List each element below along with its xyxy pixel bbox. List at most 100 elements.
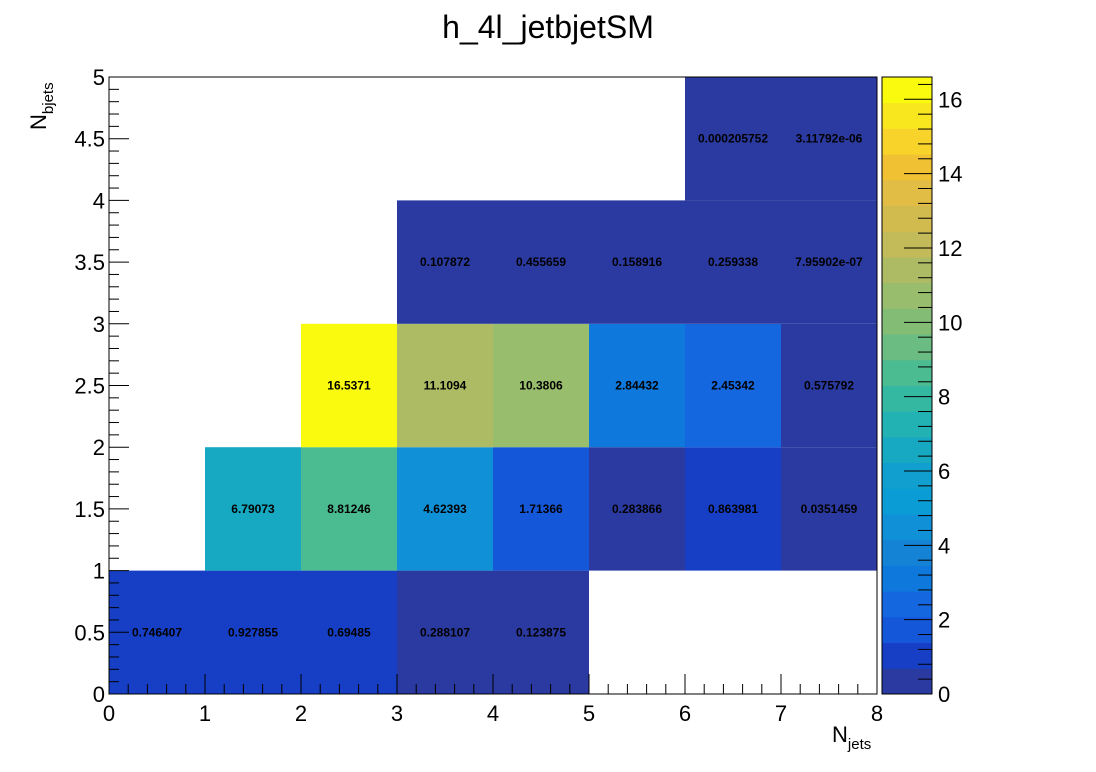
heatmap-cell: [589, 200, 685, 324]
cell-value-label: 0.283866: [612, 502, 662, 516]
cell-value-label: 16.5371: [327, 379, 371, 393]
x-tick-label: 5: [583, 701, 595, 726]
heatmap-cell: [205, 570, 301, 694]
color-scale-band: [882, 154, 932, 181]
y-tick-label: 4: [93, 188, 105, 213]
heatmap-cell: [781, 323, 877, 448]
color-scale-band: [882, 385, 932, 412]
x-axis: 0 1 2 3 4 5 6 7 8: [103, 674, 883, 726]
color-scale-band: [882, 179, 932, 207]
y-tick-label: 5: [93, 65, 105, 90]
y-tick-label: 3.5: [74, 250, 105, 275]
color-scale-band: [882, 334, 932, 361]
z-tick-label: 6: [938, 459, 950, 484]
x-tick-label: 2: [295, 701, 307, 726]
y-axis-title-main: N: [26, 114, 51, 130]
chart-title: h_4l_jetbjetSM: [442, 9, 654, 45]
heatmap-cell: [301, 570, 397, 694]
y-axis-title-sub: bjets: [40, 82, 57, 114]
color-scale-band: [882, 411, 932, 438]
cell-value-label: 4.62393: [423, 502, 467, 516]
heatmap-cell: [397, 570, 493, 694]
heatmap-cell: [589, 323, 685, 448]
color-scale-band: [882, 668, 932, 695]
z-tick-label: 8: [938, 385, 950, 410]
y-tick-label: 4.5: [74, 127, 105, 152]
heatmap-cell: [685, 447, 781, 571]
cell-value-label: 0.575792: [804, 379, 854, 393]
y-axis: 0 0.5 1 1.5 2 2.5 3 3.5 4 4.5 5: [74, 65, 129, 707]
cell-value-label: 0.259338: [708, 255, 758, 269]
cell-value-label: 2.84432: [615, 379, 659, 393]
cell-value-label: 0.927855: [228, 625, 278, 639]
x-tick-label: 1: [199, 701, 211, 726]
cell-value-label: 6.79073: [231, 502, 275, 516]
color-scale-band: [882, 514, 932, 541]
heatmap-cell: [397, 447, 493, 571]
y-tick-label: 0: [93, 682, 105, 707]
cell-value-label: 0.158916: [612, 255, 662, 269]
y-tick-label: 2.5: [74, 374, 105, 399]
color-scale-bar: [881, 76, 933, 695]
color-scale-band: [882, 642, 932, 669]
x-tick-label: 6: [679, 701, 691, 726]
x-axis-title-main: N: [832, 722, 848, 747]
x-tick-label: 4: [487, 701, 499, 726]
heatmap-cell: [493, 200, 589, 324]
cell-value-label: 3.11792e-06: [796, 132, 863, 146]
y-tick-label: 1: [93, 559, 105, 584]
cell-value-label: 0.455659: [516, 255, 566, 269]
z-tick-label: 16: [938, 87, 962, 112]
heatmap-cell: [493, 570, 589, 694]
color-scale-band: [882, 102, 932, 129]
cell-value-label: 11.1094: [424, 379, 467, 393]
x-tick-label: 3: [391, 701, 403, 726]
cell-value-label: 0.746407: [132, 625, 182, 639]
heatmap-cell: [301, 323, 397, 448]
cell-value-label: 0.69485: [327, 625, 371, 639]
heatmap-cell: [685, 323, 781, 448]
x-tick-label: 7: [775, 701, 787, 726]
color-scale-band: [882, 256, 932, 284]
y-tick-label: 3: [93, 312, 105, 337]
cell-value-label: 0.288107: [420, 625, 470, 639]
x-axis-title: Njets: [832, 722, 871, 753]
y-tick-label: 1.5: [74, 497, 105, 522]
color-scale-axis: 0 2 4 6 8 10 12 14 16: [904, 83, 962, 707]
z-tick-label: 12: [938, 236, 962, 261]
x-tick-label: 0: [103, 701, 115, 726]
z-tick-label: 14: [938, 162, 962, 187]
heatmap-cell: [493, 447, 589, 571]
heatmap-cell: [685, 200, 781, 324]
y-tick-label: 2: [93, 435, 105, 460]
heatmap-cell: [781, 447, 877, 571]
cell-value-label: 1.71366: [519, 502, 563, 516]
color-scale-band: [882, 591, 932, 618]
cell-value-label: 0.000205752: [698, 132, 768, 146]
cell-value-label: 7.95902e-07: [795, 255, 863, 269]
color-scale-band: [882, 308, 932, 335]
z-tick-label: 4: [938, 533, 950, 558]
cell-value-label: 8.81246: [327, 502, 371, 516]
heatmap-cell: [781, 77, 877, 201]
z-tick-label: 10: [938, 310, 962, 335]
cell-value-label: 0.123875: [516, 625, 566, 639]
cell-value-label: 0.107872: [420, 255, 470, 269]
color-scale-band: [882, 488, 932, 515]
x-axis-title-sub: jets: [847, 736, 871, 753]
heatmap-cell: [493, 323, 589, 448]
heatmap-cell: [781, 200, 877, 324]
color-scale-band: [882, 128, 932, 155]
heatmap-cells: [109, 77, 877, 694]
x-tick-label: 8: [871, 701, 883, 726]
cell-value-label: 0.863981: [708, 502, 758, 516]
y-axis-title: Nbjets: [26, 82, 57, 130]
cell-value-label: 2.45342: [711, 379, 755, 393]
heatmap-cell: [397, 323, 493, 448]
heatmap-cell: [301, 447, 397, 571]
color-scale-band: [882, 565, 932, 592]
z-tick-label: 2: [938, 608, 950, 633]
heatmap-cell: [589, 447, 685, 571]
cell-value-label: 10.3806: [519, 379, 563, 393]
color-scale-band: [882, 539, 932, 566]
